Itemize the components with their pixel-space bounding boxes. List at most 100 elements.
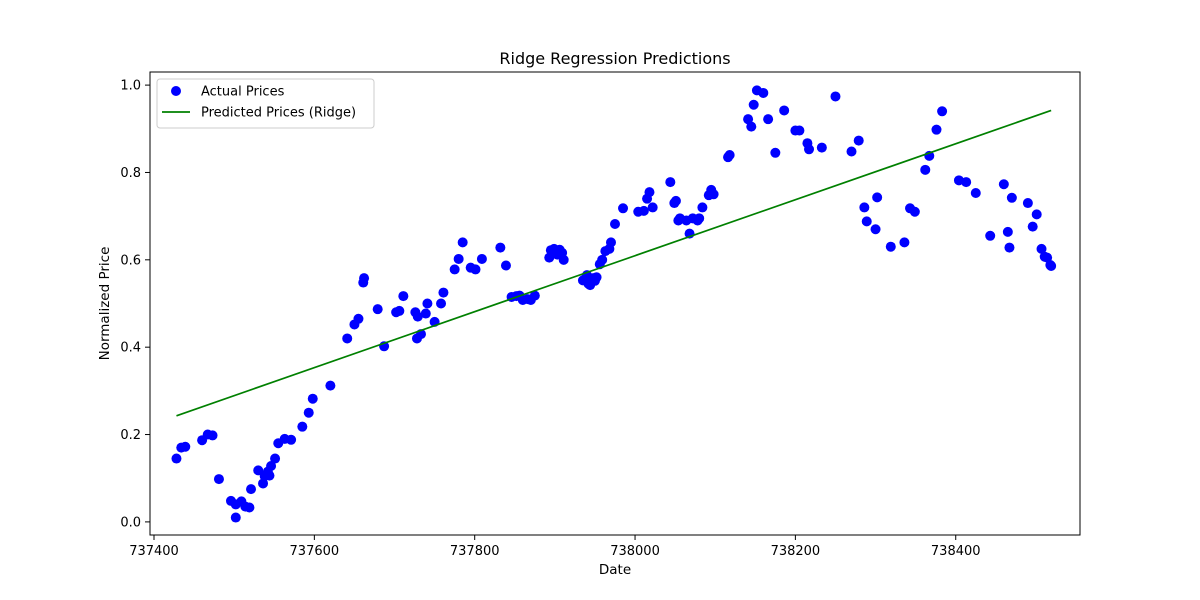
data-point-137 (998, 179, 1009, 190)
y-tick-label-5: 1.0 (120, 79, 141, 94)
data-point-25 (303, 407, 314, 418)
data-point-42 (420, 308, 431, 319)
data-point-54 (500, 260, 511, 271)
data-point-52 (476, 253, 487, 264)
data-point-45 (436, 298, 447, 309)
data-point-85 (638, 205, 649, 216)
predicted-line (176, 109, 1052, 417)
data-point-27 (325, 380, 336, 391)
data-point-46 (438, 287, 449, 298)
legend-marker-actual-prices (171, 86, 181, 96)
data-point-118 (830, 91, 841, 102)
data-point-123 (870, 224, 881, 235)
y-tick-label-4: 0.8 (120, 166, 141, 181)
data-point-19 (266, 460, 277, 471)
y-axis: 0.0 0.2 0.4 0.6 0.8 1.0 (120, 79, 150, 530)
data-point-141 (1022, 198, 1033, 209)
x-tick-label-737400: 737400 (129, 544, 179, 559)
data-point-87 (644, 187, 655, 198)
data-point-98 (694, 213, 705, 224)
data-point-5 (207, 430, 218, 441)
x-tick-label-737800: 737800 (450, 544, 500, 559)
data-point-0 (171, 453, 182, 464)
data-point-112 (779, 105, 790, 116)
data-point-40 (412, 311, 423, 322)
data-point-36 (394, 305, 405, 316)
x-axis-label: Date (599, 562, 631, 578)
data-point-104 (724, 149, 735, 160)
data-point-142 (1027, 221, 1038, 232)
data-point-102 (708, 189, 719, 200)
data-point-124 (872, 192, 883, 203)
y-tick-label-3: 0.6 (120, 253, 141, 268)
data-point-117 (816, 142, 827, 153)
legend-label-actual-prices: Actual Prices (201, 85, 285, 100)
data-point-125 (885, 241, 896, 252)
data-point-6 (213, 474, 224, 485)
data-point-23 (286, 434, 297, 445)
data-point-82 (610, 219, 620, 229)
data-point-110 (763, 114, 774, 125)
data-point-144 (1036, 243, 1047, 254)
data-point-114 (794, 125, 805, 136)
x-tick-label-738000: 738000 (610, 544, 660, 559)
data-point-28 (342, 333, 353, 344)
data-point-135 (970, 187, 981, 198)
data-point-61 (529, 290, 540, 301)
x-axis: 737400 737600 737800 738000 738200 738400 (129, 535, 981, 559)
data-point-116 (804, 144, 815, 155)
data-point-111 (770, 147, 781, 158)
data-point-48 (453, 253, 464, 264)
data-point-139 (1004, 242, 1015, 253)
data-point-106 (746, 121, 757, 132)
x-tick-label-738400: 738400 (931, 544, 981, 559)
data-point-12 (244, 502, 255, 513)
data-point-132 (937, 106, 948, 117)
data-point-53 (495, 242, 506, 253)
data-point-140 (1006, 192, 1017, 203)
y-tick-label-0: 0.0 (120, 515, 141, 530)
data-point-18 (264, 470, 275, 481)
data-point-134 (961, 177, 972, 188)
data-point-128 (909, 206, 920, 217)
data-point-20 (270, 453, 281, 464)
plot-area (171, 85, 1057, 523)
data-point-43 (422, 298, 433, 309)
data-point-129 (920, 164, 931, 175)
data-point-131 (931, 124, 942, 135)
y-tick-label-1: 0.2 (120, 428, 141, 443)
legend: Actual Prices Predicted Prices (Ridge) (156, 78, 375, 129)
data-point-120 (853, 135, 864, 146)
data-point-13 (246, 484, 257, 495)
x-tick-label-738200: 738200 (771, 544, 821, 559)
data-point-88 (647, 202, 658, 213)
data-point-83 (618, 203, 629, 214)
data-point-32 (359, 273, 370, 284)
data-point-76 (591, 272, 602, 283)
data-point-107 (748, 99, 759, 110)
data-point-143 (1031, 209, 1042, 220)
data-point-37 (398, 291, 409, 302)
data-point-148 (1046, 260, 1057, 271)
data-point-91 (670, 195, 681, 206)
plot-frame (149, 71, 1081, 536)
y-axis-label: Normalized Price (97, 247, 113, 361)
data-point-47 (449, 264, 460, 275)
data-point-138 (1002, 226, 1013, 237)
data-point-14 (253, 465, 264, 476)
data-point-33 (372, 304, 383, 315)
data-point-119 (846, 146, 857, 157)
data-point-24 (297, 421, 308, 432)
data-point-62 (544, 252, 555, 263)
data-point-109 (758, 87, 769, 98)
data-point-126 (899, 237, 910, 248)
data-point-49 (457, 237, 468, 248)
data-point-81 (605, 237, 616, 248)
chart-title: Ridge Regression Predictions (499, 49, 730, 68)
y-tick-label-2: 0.4 (120, 341, 141, 356)
data-point-99 (697, 202, 708, 213)
data-point-26 (307, 393, 318, 404)
data-point-122 (861, 216, 872, 227)
x-tick-label-737600: 737600 (290, 544, 340, 559)
